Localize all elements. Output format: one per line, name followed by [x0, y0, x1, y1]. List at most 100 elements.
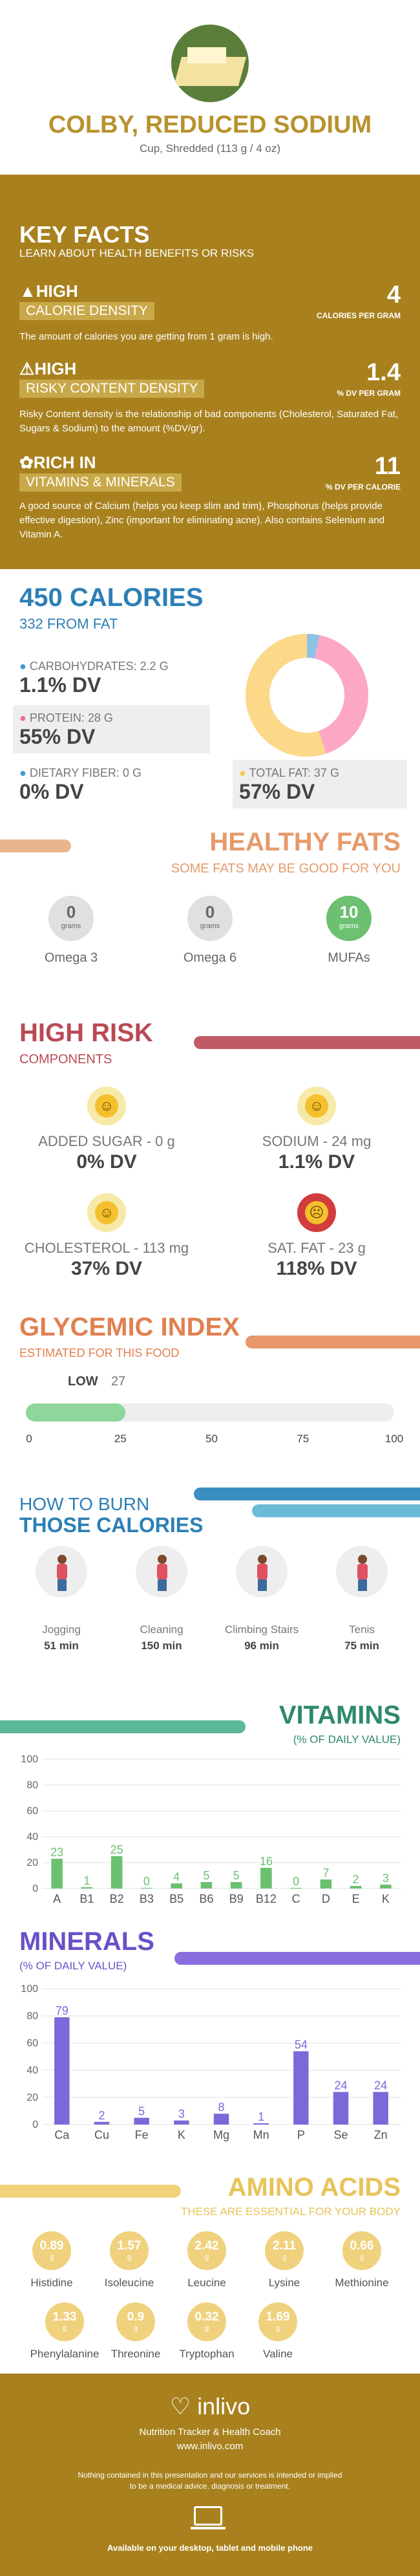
amino-badge: 0.9 g [116, 2302, 155, 2341]
amino-unit: g [62, 2324, 67, 2332]
fats-row: 0 grams Omega 3 0 grams Omega 6 10 grams MUFAs [0, 896, 420, 986]
footer: ♡ inlivo Nutrition Tracker & Health Coac… [0, 2374, 420, 2576]
glycemic-subtitle: ESTIMATED FOR THIS FOOD [19, 1347, 180, 1359]
bar-value: 2 [98, 2109, 105, 2122]
x-tick: B12 [256, 1892, 277, 1905]
amino-badge: 1.33 g [45, 2302, 84, 2341]
bar-Se [333, 2092, 349, 2125]
y-tick: 20 [26, 2092, 38, 2103]
amino-label: Phenylalanine [30, 2348, 100, 2360]
bar-value: 3 [383, 1872, 389, 1885]
figure-body [357, 1564, 368, 1579]
activity-time: 150 min [141, 1640, 182, 1652]
fat-unit: grams [339, 922, 359, 930]
activity-item: Tenis 75 min [320, 1546, 404, 1669]
stairs-icon [236, 1546, 288, 1597]
amino-value: 2.42 [194, 2239, 219, 2253]
cleaning-icon [136, 1546, 187, 1597]
bar-value: 24 [374, 2079, 387, 2092]
bar-value: 4 [173, 1870, 180, 1883]
x-tick: B2 [110, 1892, 124, 1905]
x-tick: K [178, 2128, 185, 2141]
figure-legs [258, 1579, 267, 1591]
bar-value: 25 [110, 1843, 123, 1856]
dot-icon: ● [239, 766, 246, 779]
minerals-subtitle: (% OF DAILY VALUE) [19, 1960, 127, 1972]
jogging-icon [36, 1546, 87, 1597]
website-link[interactable]: www.inlivo.com [176, 2441, 244, 2452]
amino-unit: g [275, 2324, 280, 2332]
bar-value: 5 [233, 1869, 240, 1882]
bar-Cu [94, 2121, 110, 2125]
fact-risky-density: ⚠HIGH RISKY CONTENT DENSITY 1.4 % DV PER… [0, 359, 420, 449]
x-tick: Zn [374, 2128, 388, 2141]
bar-value: 8 [218, 2101, 224, 2114]
risk-item: ☺ ADDED SUGAR - 0 g 0% DV [13, 1087, 200, 1184]
vitamins-section: VITAMINS (% OF DAILY VALUE) 0 20 40 60 80 100… [0, 1688, 420, 1914]
calories-subtitle: 332 FROM FAT [19, 616, 118, 632]
devices-icon [191, 2506, 229, 2532]
fact-level: HIGH [36, 281, 78, 301]
donut-slice-protein [314, 635, 368, 754]
bar-D [320, 1879, 332, 1889]
glycemic-tick: 75 [297, 1433, 310, 1445]
page-title: COLBY, REDUCED SODIUM [48, 111, 372, 138]
fat-value: 0 [66, 902, 76, 922]
glycemic-level: LOW [68, 1374, 98, 1389]
burn-title-2: THOSE CALORIES [19, 1513, 204, 1537]
high-risk-title: HIGH RISK [19, 1019, 153, 1047]
bar-value: 2 [353, 1873, 359, 1886]
y-tick: 80 [26, 1780, 38, 1791]
figure-legs [358, 1579, 367, 1591]
y-tick: 80 [26, 2011, 38, 2022]
amino-item: 1.33 g Phenylalanine [26, 2302, 103, 2370]
bar-B12 [260, 1868, 272, 1889]
fat-value: 10 [339, 902, 359, 922]
bar-B9 [230, 1882, 242, 1889]
risk-dv: 37% DV [70, 1258, 143, 1279]
deco-stripe [0, 839, 71, 852]
amino-unit: g [359, 2253, 364, 2261]
amino-label: Isoleucine [104, 2277, 154, 2289]
deco-stripe [194, 1036, 420, 1049]
y-tick: 40 [26, 1832, 38, 1843]
healthy-fats-title: HEALTHY FATS [209, 828, 401, 856]
x-tick: B1 [79, 1892, 94, 1905]
face-inner: ☺ [305, 1094, 328, 1118]
risk-dv: 0% DV [76, 1151, 137, 1173]
risk-label: SODIUM - 24 mg [262, 1133, 372, 1149]
dot-icon: ● [19, 711, 26, 724]
amino-item: 0.9 g Threonine [97, 2302, 174, 2370]
burn-title-1: HOW TO BURN [19, 1494, 150, 1514]
risk-label: SAT. FAT - 23 g [268, 1240, 366, 1256]
burn-section: HOW TO BURN THOSE CALORIES Jogging 51 min… [0, 1481, 420, 1688]
x-tick: E [352, 1892, 360, 1905]
glycemic-track [26, 1403, 394, 1422]
fat-circle: 0 grams [48, 896, 94, 941]
dv-value: 1.1% DV [19, 673, 101, 697]
bar-value: 54 [295, 2039, 308, 2051]
x-tick: A [53, 1892, 61, 1905]
amino-label: Lysine [268, 2277, 300, 2289]
glycemic-ticks: 0 25 50 75 100 [0, 1433, 420, 1447]
bar-value: 7 [322, 1867, 329, 1879]
donut-slice-carbs [307, 634, 320, 659]
minerals-title: MINERALS [19, 1927, 154, 1956]
disclaimer-1: Nothing contained in this presentation a… [78, 2471, 342, 2480]
amino-unit: g [282, 2253, 287, 2261]
y-tick: 60 [26, 2038, 38, 2049]
calories-title: 450 CALORIES [19, 583, 204, 612]
fat-label: MUFAs [328, 951, 370, 965]
bar-value: 1 [83, 1874, 90, 1887]
bar-value: 1 [258, 2110, 264, 2123]
brand-name: inlivo [197, 2393, 251, 2419]
glycemic-tick: 100 [384, 1433, 404, 1445]
y-tick: 40 [26, 2065, 38, 2076]
figure-head [358, 1555, 367, 1564]
activity-item: Climbing Stairs 96 min [220, 1546, 304, 1669]
amino-unit: g [127, 2253, 132, 2261]
amino-label: Threonine [110, 2348, 161, 2360]
amino-badge: 1.69 g [258, 2302, 297, 2341]
amino-value: 1.57 [117, 2239, 142, 2253]
fat-unit: grams [200, 922, 220, 930]
